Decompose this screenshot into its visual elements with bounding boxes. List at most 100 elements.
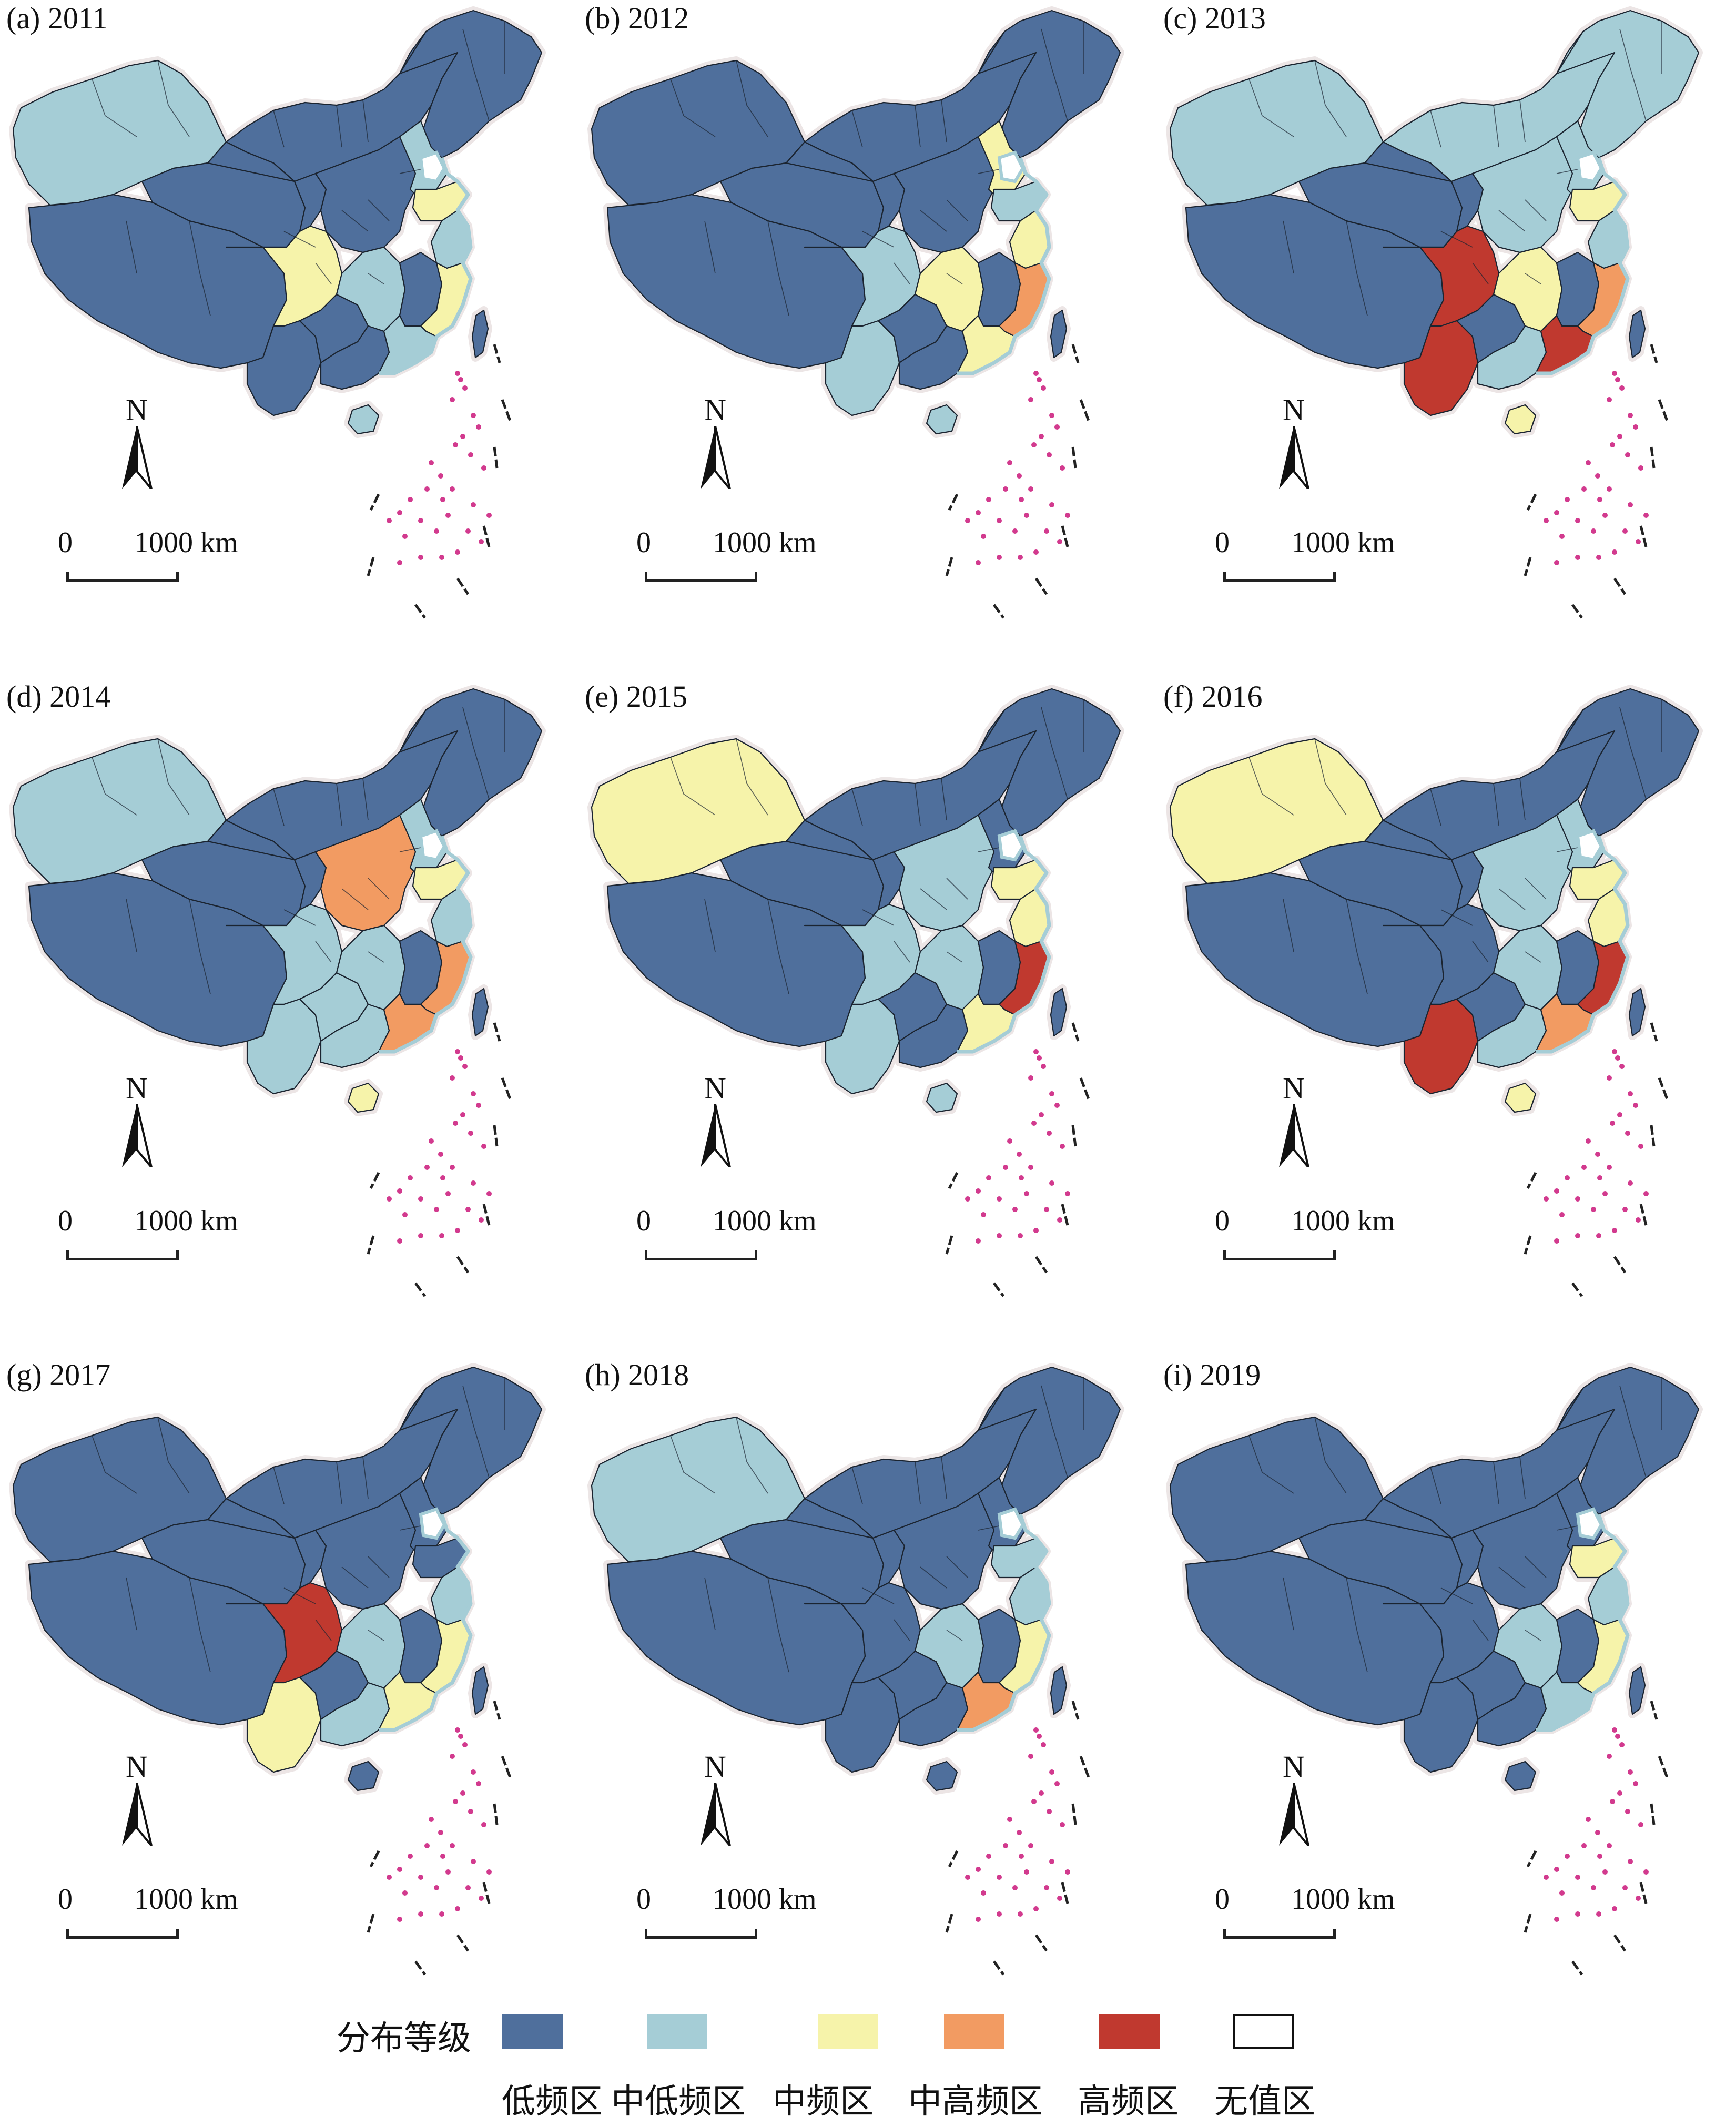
island-dot <box>438 1830 443 1835</box>
island-dot <box>1628 1769 1633 1775</box>
island-dot <box>1041 1064 1046 1069</box>
island-dot <box>1017 473 1022 479</box>
china-map <box>587 1363 1124 1976</box>
maritime-boundary-dash <box>1079 1077 1090 1100</box>
scale-line <box>66 1250 179 1260</box>
island-dot <box>1047 1131 1052 1136</box>
china-map <box>9 1363 546 1976</box>
province-border <box>946 951 963 963</box>
island-dot <box>468 1809 473 1814</box>
island-dot <box>1607 397 1612 402</box>
province-border <box>368 199 390 221</box>
island-dot <box>445 1869 451 1875</box>
province-border <box>368 273 384 284</box>
island-dot <box>1607 486 1612 492</box>
maritime-boundary-dash <box>369 493 380 511</box>
maritime-boundary-dash <box>992 1282 1005 1297</box>
province-border <box>704 1577 716 1631</box>
region-taiwan <box>1050 1666 1068 1715</box>
island-dot <box>1636 1217 1641 1223</box>
province-border <box>336 1461 342 1504</box>
maritime-boundary-dash <box>414 1960 427 1976</box>
island-dot <box>1591 528 1596 534</box>
island-dot <box>418 1875 423 1880</box>
china-map <box>1166 6 1703 619</box>
island-dot <box>997 1196 1002 1202</box>
province-border <box>851 110 863 148</box>
island-dot <box>440 497 445 502</box>
north-label: N <box>704 1071 726 1105</box>
island-dot <box>965 1875 970 1880</box>
maritime-boundary-dash <box>945 1235 953 1255</box>
island-dot <box>1065 1869 1070 1875</box>
maritime-boundary-dash <box>456 1934 470 1952</box>
north-label: N <box>126 1071 148 1105</box>
province-border <box>315 262 332 284</box>
province-border <box>462 1385 490 1478</box>
coastline <box>1536 1513 1630 1732</box>
island-dot <box>397 1188 402 1194</box>
island-dot <box>1049 1769 1054 1775</box>
island-dot <box>1544 1875 1549 1880</box>
island-dot <box>1031 442 1037 447</box>
scale-line <box>1223 572 1336 582</box>
province-border <box>341 210 369 232</box>
maritime-boundary-dash <box>1526 1850 1537 1868</box>
island-dot <box>387 1875 392 1880</box>
island-dot <box>1057 1896 1062 1901</box>
region-taiwan <box>1050 309 1068 359</box>
maritime-boundary-dash <box>493 344 501 363</box>
north-arrow: N <box>105 394 168 494</box>
province-border <box>126 1577 137 1631</box>
province-border <box>1498 210 1526 232</box>
island-dot <box>1612 1727 1617 1733</box>
bohai-sea <box>419 1507 446 1540</box>
scale-bar: 0 1000 km <box>1215 1882 1425 1946</box>
province-border <box>670 757 716 816</box>
island-dot <box>1591 1885 1596 1890</box>
coastline <box>957 1513 1051 1732</box>
province-border <box>915 1461 921 1504</box>
maritime-boundary-dash <box>1034 1256 1048 1274</box>
island-dot <box>1028 486 1033 492</box>
island-dot <box>1633 1781 1638 1786</box>
island-dot <box>1607 1843 1612 1848</box>
maritime-boundary-dash <box>1650 1022 1658 1042</box>
bohai-sea <box>419 829 446 862</box>
china-map <box>587 685 1124 1297</box>
island-dot <box>481 465 486 471</box>
island-dot <box>1054 1103 1060 1108</box>
island-dot <box>1047 1809 1052 1814</box>
maritime-boundary-dash <box>945 557 953 576</box>
scale-line <box>645 1929 757 1939</box>
province-border <box>157 60 190 137</box>
island-dot <box>1554 1917 1559 1922</box>
scale-zero-label: 0 <box>1215 1883 1230 1916</box>
island-dot <box>1612 371 1617 376</box>
province-border <box>336 105 342 148</box>
maritime-boundary-dash <box>414 604 427 619</box>
province-border <box>341 888 369 910</box>
province-border <box>1314 738 1347 816</box>
island-dot <box>1019 1175 1024 1180</box>
island-dot <box>1019 497 1024 502</box>
map-panel-2013: (c) 2013 N 0 1000 km <box>1157 0 1735 678</box>
island-dot <box>1612 1906 1617 1911</box>
island-dot <box>1044 1207 1049 1212</box>
maritime-boundary-dash <box>948 1850 959 1868</box>
island-dot <box>453 1799 458 1804</box>
region-northeast <box>399 688 543 837</box>
province-border <box>368 951 384 963</box>
island-dot <box>1638 465 1643 471</box>
china-map <box>9 6 546 619</box>
maritime-boundary-dash <box>1613 577 1627 595</box>
legend-swatch-mid-high <box>944 2014 1004 2049</box>
north-label: N <box>704 1749 726 1784</box>
maritime-boundary-dash <box>493 1701 501 1720</box>
island-dot <box>1024 513 1029 518</box>
maritime-boundary-dash <box>1639 1882 1648 1904</box>
region-hainan <box>1504 404 1537 435</box>
island-dot <box>1575 1196 1580 1202</box>
island-dot <box>455 1049 460 1054</box>
maritime-boundary-dash <box>1650 1701 1658 1720</box>
